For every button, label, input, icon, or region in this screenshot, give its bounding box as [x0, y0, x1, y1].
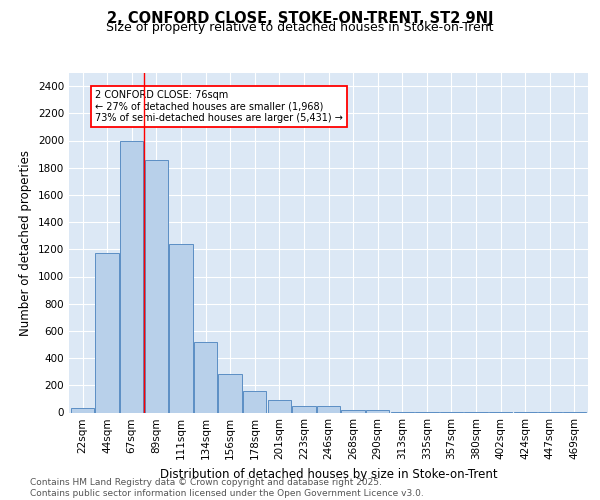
- Bar: [268, 400, 291, 412]
- Bar: [169, 244, 193, 412]
- Bar: [194, 342, 217, 412]
- Y-axis label: Number of detached properties: Number of detached properties: [19, 150, 32, 336]
- Bar: [317, 406, 340, 412]
- Bar: [341, 410, 365, 412]
- Text: Contains HM Land Registry data © Crown copyright and database right 2025.
Contai: Contains HM Land Registry data © Crown c…: [30, 478, 424, 498]
- Bar: [71, 408, 94, 412]
- Bar: [120, 140, 143, 412]
- Bar: [218, 374, 242, 412]
- Text: Size of property relative to detached houses in Stoke-on-Trent: Size of property relative to detached ho…: [106, 21, 494, 34]
- Text: 2, CONFORD CLOSE, STOKE-ON-TRENT, ST2 9NJ: 2, CONFORD CLOSE, STOKE-ON-TRENT, ST2 9N…: [107, 11, 493, 26]
- Bar: [292, 406, 316, 412]
- Text: 2 CONFORD CLOSE: 76sqm
← 27% of detached houses are smaller (1,968)
73% of semi-: 2 CONFORD CLOSE: 76sqm ← 27% of detached…: [95, 90, 343, 123]
- Bar: [145, 160, 168, 412]
- Bar: [243, 392, 266, 412]
- X-axis label: Distribution of detached houses by size in Stoke-on-Trent: Distribution of detached houses by size …: [160, 468, 497, 481]
- Bar: [366, 410, 389, 412]
- Bar: [95, 252, 119, 412]
